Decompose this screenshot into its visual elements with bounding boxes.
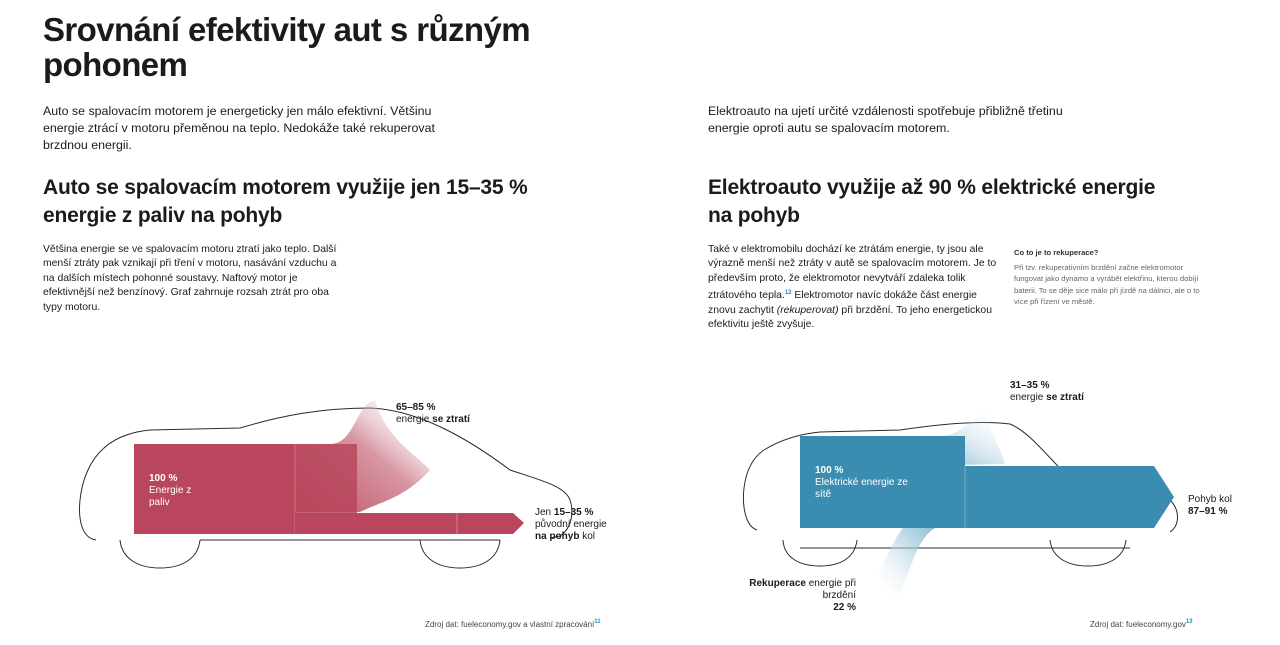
combustion-output-label: Jen 15–35 % původní energie na pohyb kol [535, 507, 645, 543]
electric-regen-flow [878, 505, 965, 598]
electric-loss-label: 31–35 % energie se ztratí [1010, 380, 1120, 404]
right-body-part-2: Elektromotor navíc dokáže část energie z… [708, 290, 977, 316]
electric-regen-label: Rekuperace energie při brzdění 22 % [740, 578, 856, 614]
combustion-loss-label: 65–85 % energie se ztratí [396, 402, 506, 426]
combustion-output-mid: původní energie [535, 519, 607, 530]
left-intro: Auto se spalovacím motorem je energetick… [43, 104, 435, 152]
page-title: Srovnání efektivity aut s různým pohonem [43, 11, 531, 83]
combustion-output-post: kol [582, 531, 596, 542]
recuperation-sidebar: Co to je to rekuperace? Při tzv. rekuper… [1014, 247, 1214, 308]
right-intro: Elektroauto na ujetí určité vzdálenosti … [708, 104, 1063, 135]
combustion-input-flow [134, 444, 296, 534]
electric-regen-text: energie při brzdění [808, 578, 856, 601]
left-source-ref: 11 [594, 619, 601, 625]
right-body-part-3: při brzdění. To jeho energetickou efekti… [708, 304, 992, 331]
sidebar-text: Při tzv. rekuperativním brzdění začne el… [1014, 262, 1200, 307]
combustion-input-label: 100 % Energie z paliv [149, 473, 229, 509]
electric-input-text: Elektrické energie ze sítě [815, 477, 908, 500]
combustion-input-value: 100 % [149, 473, 178, 484]
right-body: Také v elektromobilu dochází ke ztrátám … [708, 243, 998, 332]
sidebar-title: Co to je to rekuperace? [1014, 248, 1099, 257]
electric-regen-value: 22 % [833, 602, 856, 613]
combustion-output-pre: Jen [535, 507, 552, 518]
electric-output-text: Pohyb kol [1188, 494, 1232, 505]
electric-output-value: 87–91 % [1188, 506, 1228, 517]
combustion-loss-bold: se ztratí [432, 414, 470, 425]
combustion-loss-value: 65–85 % [396, 402, 436, 413]
electric-output-label: Pohyb kol 87–91 % [1188, 494, 1268, 518]
right-body-ref: 12 [784, 290, 792, 297]
left-body: Většina energie se ve spalovacím motoru … [43, 244, 337, 313]
combustion-output-bold: na pohyb [535, 531, 580, 542]
electric-input-label: 100 % Elektrické energie ze sítě [815, 465, 915, 501]
electric-regen-bold: Rekuperace [749, 578, 806, 589]
right-heading: Elektroauto využije až 90 % elektrické e… [708, 176, 1156, 227]
electric-loss-value: 31–35 % [1010, 380, 1050, 391]
electric-input-flow [800, 436, 965, 528]
left-source: Zdroj dat: fueleconomy.gov a vlastní zpr… [425, 617, 625, 630]
combustion-car-outline [79, 407, 573, 541]
electric-loss-bold: se ztratí [1046, 392, 1084, 403]
combustion-input-text: Energie z paliv [149, 485, 192, 508]
right-source-ref: 13 [1185, 619, 1193, 625]
combustion-loss-prefix: energie [396, 414, 430, 425]
electric-input-value: 100 % [815, 465, 844, 476]
electric-output-flow [965, 466, 1174, 528]
electric-loss-prefix: energie [1010, 392, 1044, 403]
right-source: Zdroj dat: fueleconomy.gov13 [1090, 617, 1240, 630]
combustion-output-flow [295, 513, 524, 534]
right-body-part-1: Také v elektromobilu dochází ke ztrátám … [708, 244, 997, 302]
right-source-text: Zdroj dat: fueleconomy.gov [1090, 620, 1186, 629]
left-heading: Auto se spalovacím motorem využije jen 1… [43, 176, 528, 227]
combustion-output-value: 15–35 % [553, 507, 594, 518]
left-source-text: Zdroj dat: fueleconomy.gov a vlastní zpr… [425, 620, 595, 629]
right-body-emphasis: (rekuperovat) [776, 304, 839, 316]
